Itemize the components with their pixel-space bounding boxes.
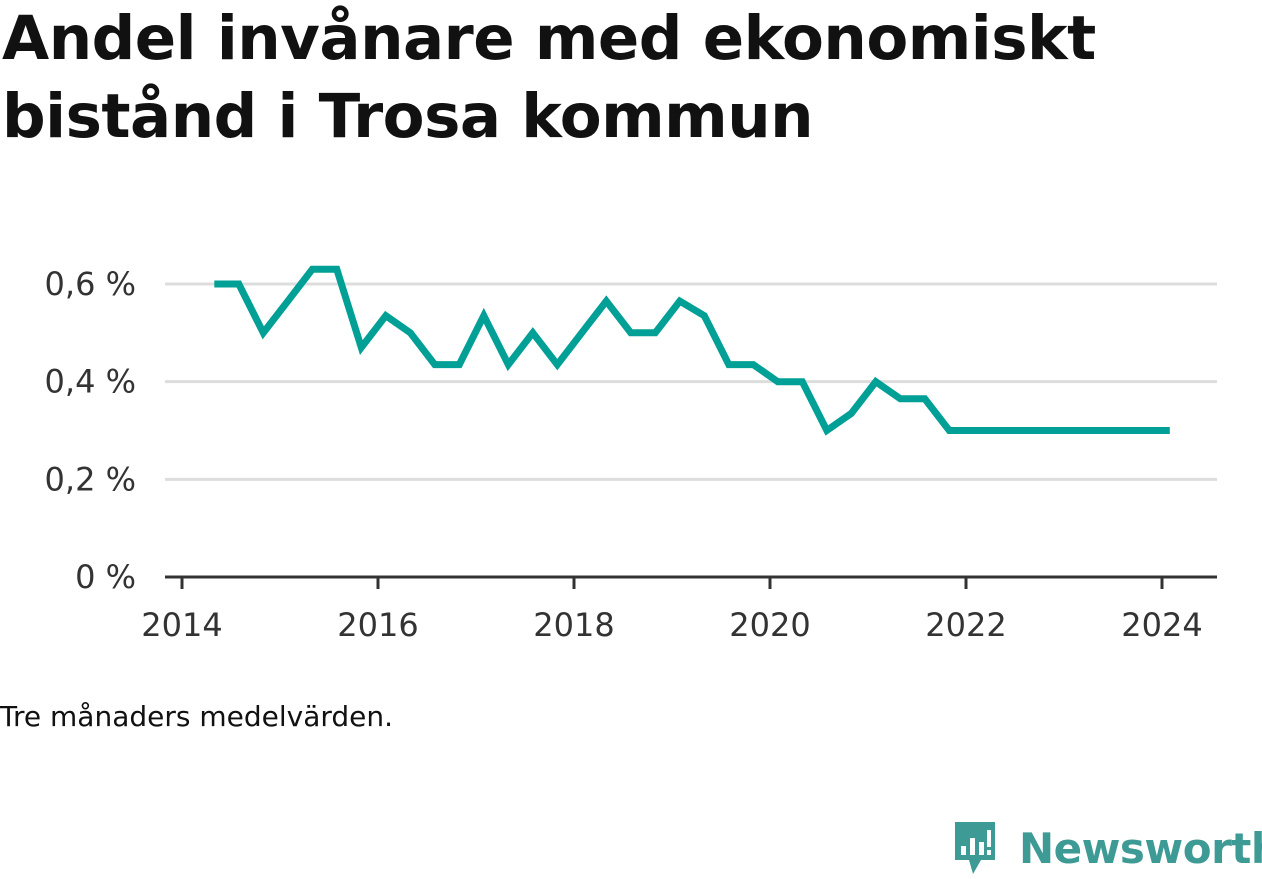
x-tick-label: 2018 bbox=[533, 606, 614, 644]
brand-name: Newsworthy bbox=[1019, 823, 1262, 873]
data-points bbox=[211, 266, 1174, 434]
x-tick-label: 2024 bbox=[1121, 606, 1202, 644]
x-tick-label: 2016 bbox=[337, 606, 418, 644]
y-tick-label: 0,6 % bbox=[45, 265, 136, 303]
line-chart: 0 %0,2 %0,4 %0,6 % 2014 2016 2018 2020 2022 2… bbox=[45, 265, 1217, 644]
x-tick-label: 2014 bbox=[141, 606, 222, 644]
y-tick-label: 0 % bbox=[75, 558, 136, 596]
y-axis-ticks: 0 % 0,2 % 0,4 % 0,6 % bbox=[45, 265, 136, 596]
y-tick-label: 0,2 % bbox=[45, 460, 136, 498]
x-tick-label: 2020 bbox=[729, 606, 810, 644]
y-tick-label: 0,4 % bbox=[45, 363, 136, 401]
brand-logo: Newsworthy bbox=[951, 818, 1262, 878]
x-axis-ticks: 2014 2016 2018 2020 2022 2024 bbox=[141, 577, 1203, 644]
chart-note: Tre månaders medelvärden. bbox=[0, 700, 394, 733]
series-line bbox=[214, 265, 1170, 436]
chart-title: Andel invånare med ekonomiskt bistånd i … bbox=[2, 3, 1096, 152]
x-tick-label: 2022 bbox=[925, 606, 1006, 644]
chart-bubble-icon bbox=[955, 822, 995, 874]
gridlines bbox=[165, 282, 1217, 481]
